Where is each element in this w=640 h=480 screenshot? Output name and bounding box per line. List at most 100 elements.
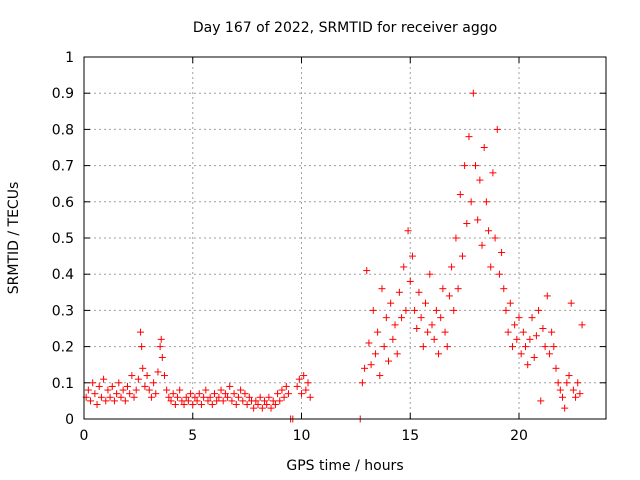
data-point <box>106 393 114 401</box>
data-point <box>474 216 482 224</box>
data-point <box>498 248 506 256</box>
data-point <box>206 393 214 401</box>
data-point <box>243 401 251 409</box>
data-point <box>413 325 421 332</box>
data-point <box>124 382 131 390</box>
data-point <box>435 350 443 358</box>
data-point <box>158 353 166 361</box>
data-point <box>526 335 534 343</box>
data-point <box>169 390 177 398</box>
data-point <box>274 390 282 398</box>
data-point <box>421 299 429 307</box>
data-point <box>91 390 99 398</box>
data-point <box>430 335 438 343</box>
data-point <box>211 390 218 398</box>
data-point <box>524 361 532 369</box>
data-point <box>252 397 260 405</box>
data-point <box>367 361 375 369</box>
x-tick-label: 10 <box>293 428 311 444</box>
data-point <box>574 379 582 387</box>
data-point <box>378 285 386 293</box>
data-point <box>371 350 379 358</box>
data-point <box>472 162 479 170</box>
data-point <box>119 386 127 394</box>
data-point <box>306 393 314 401</box>
data-point <box>282 382 290 390</box>
data-point <box>567 299 575 307</box>
data-point <box>280 393 288 401</box>
data-point <box>528 314 536 322</box>
data-point <box>545 350 553 358</box>
data-point <box>578 321 586 329</box>
y-tick-label: 0.8 <box>52 122 74 138</box>
data-point <box>221 390 229 398</box>
data-point <box>232 401 240 409</box>
data-point <box>398 314 406 322</box>
data-point <box>171 401 179 409</box>
y-tick-label: 0 <box>65 412 74 428</box>
data-point <box>267 404 275 412</box>
data-point <box>234 393 242 401</box>
y-tick-label: 0.9 <box>52 86 74 102</box>
data-point <box>550 343 558 351</box>
data-point <box>143 372 151 380</box>
data-point <box>165 393 173 401</box>
data-point <box>230 390 238 398</box>
data-point <box>269 397 277 405</box>
data-point <box>271 401 279 409</box>
data-point <box>548 328 556 336</box>
data-point <box>369 306 377 314</box>
data-point <box>511 321 519 329</box>
data-point <box>128 372 136 380</box>
data-point <box>441 328 449 336</box>
data-point <box>87 397 95 405</box>
data-point <box>415 288 423 296</box>
data-point <box>432 306 440 314</box>
data-point <box>219 397 227 405</box>
data-point <box>126 390 134 398</box>
data-point <box>261 397 269 405</box>
data-point <box>213 397 221 405</box>
data-point <box>102 397 110 405</box>
data-point <box>465 133 473 141</box>
data-point <box>215 393 223 401</box>
data-point <box>195 390 203 398</box>
data-point <box>537 397 545 405</box>
y-tick-label: 0.1 <box>52 376 74 392</box>
data-point <box>224 393 232 401</box>
data-point <box>139 364 147 372</box>
data-point <box>395 288 403 296</box>
data-point <box>495 270 503 278</box>
data-point <box>404 227 412 235</box>
grid <box>84 57 606 419</box>
data-point <box>382 314 390 322</box>
data-point <box>411 306 419 314</box>
data-point <box>182 393 190 401</box>
data-point <box>217 386 225 394</box>
data-point <box>304 379 312 387</box>
data-point <box>256 393 264 401</box>
x-tick-label: 20 <box>510 428 528 444</box>
y-tick-label: 1 <box>65 50 74 66</box>
data-point <box>448 263 456 271</box>
chart-title: Day 167 of 2022, SRMTID for receiver agg… <box>193 20 497 36</box>
data-point <box>487 263 495 271</box>
data-point <box>93 401 101 409</box>
data-point <box>502 306 510 314</box>
data-point <box>110 397 118 405</box>
data-point <box>152 390 160 398</box>
data-point <box>184 397 192 405</box>
data-point <box>389 335 397 343</box>
data-point <box>108 382 116 390</box>
data-point <box>450 306 458 314</box>
y-tick-label: 0.7 <box>52 159 74 175</box>
data-point <box>385 357 392 365</box>
data-point <box>569 386 577 394</box>
x-tick-label: 15 <box>401 428 419 444</box>
data-point <box>426 270 434 278</box>
data-point <box>193 397 201 405</box>
data-point <box>241 390 249 398</box>
data-point <box>202 386 210 394</box>
data-point <box>278 386 286 394</box>
data-point <box>485 227 493 235</box>
